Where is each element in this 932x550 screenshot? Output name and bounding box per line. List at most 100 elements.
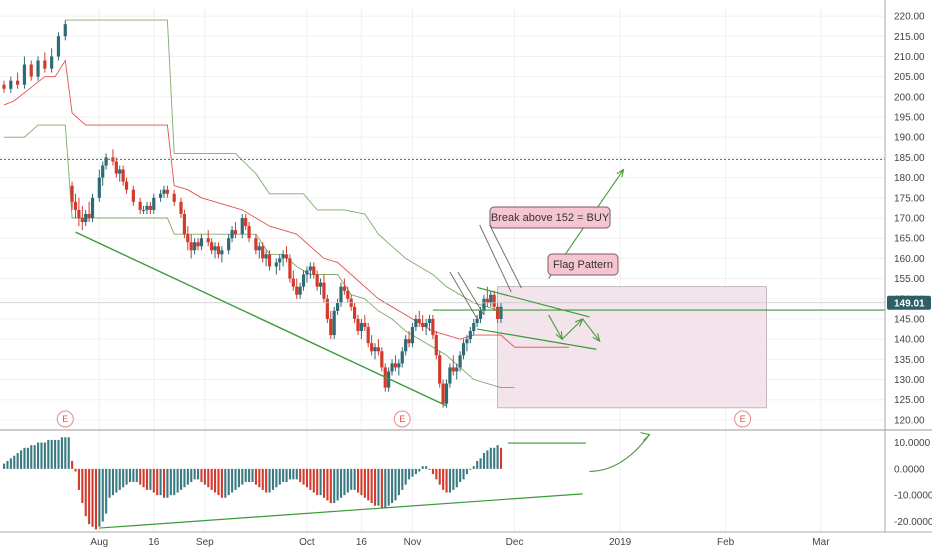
candle — [90, 193, 95, 223]
candle — [179, 197, 183, 218]
candle — [84, 209, 88, 227]
oscillator-bar — [472, 466, 475, 469]
oscillator-bar — [350, 468, 353, 490]
oscillator-tick-label: -10.0000 — [894, 491, 932, 502]
oscillator-bar — [60, 437, 63, 469]
candle-body — [233, 230, 238, 235]
oscillator-bar — [401, 468, 404, 490]
candle-body — [196, 242, 200, 247]
oscillator-bar — [319, 468, 322, 496]
candle — [305, 266, 309, 283]
candle — [315, 270, 319, 291]
candle — [472, 318, 476, 336]
oscillator-bar — [333, 468, 336, 504]
candle-body — [90, 197, 95, 218]
candle — [438, 351, 442, 388]
candle-body — [70, 185, 74, 202]
candle-body — [131, 189, 135, 202]
oscillator-bar — [227, 468, 230, 496]
candle — [492, 290, 496, 311]
earnings-marker-label: E — [740, 414, 746, 424]
time-tick-label: 16 — [148, 537, 160, 548]
candle-body — [281, 254, 285, 259]
candle-body — [199, 238, 204, 247]
candle-body — [332, 310, 336, 336]
oscillator-bar — [316, 468, 319, 496]
candle — [400, 347, 404, 368]
candle-body — [438, 355, 442, 384]
candle — [213, 242, 217, 259]
candle — [114, 157, 118, 178]
oscillator-bar — [394, 468, 397, 501]
candle-body — [390, 363, 394, 372]
oscillator-bar — [186, 468, 189, 485]
candle — [281, 250, 285, 267]
oscillator-bar — [271, 468, 275, 490]
candle — [73, 193, 78, 218]
candle-body — [312, 266, 316, 275]
flag-annotation: Flag Pattern — [547, 253, 619, 276]
earnings-marker: E — [734, 410, 752, 428]
indicator-line-2 — [65, 19, 502, 312]
candle-body — [278, 258, 282, 263]
oscillator-bar — [387, 468, 390, 506]
oscillator-bar — [241, 468, 244, 485]
oscillator-bar — [47, 439, 50, 469]
candle-body — [216, 246, 221, 255]
candle — [458, 351, 462, 372]
oscillator-bar — [384, 468, 387, 509]
candle-body — [455, 367, 459, 372]
proj-arrow-2-shaft — [561, 318, 584, 340]
current-price-tag: 149.01 — [887, 295, 931, 310]
candle — [274, 258, 278, 275]
candle — [397, 359, 401, 376]
candle — [16, 72, 20, 89]
candle-body — [210, 242, 214, 251]
candle-body — [158, 193, 163, 198]
oscillator-bar — [363, 468, 366, 498]
candle-body — [478, 310, 483, 319]
oscillator-bar — [125, 468, 128, 485]
price-tick-label: 185.00 — [894, 153, 925, 164]
oscillator-bar — [166, 468, 169, 498]
oscillator-bar — [353, 468, 356, 490]
oscillator-bar — [476, 460, 479, 469]
candle-body — [138, 201, 142, 210]
candle — [318, 278, 323, 295]
oscillator-bar — [438, 468, 441, 485]
candle-body — [342, 286, 346, 291]
candle — [441, 379, 445, 408]
oscillator-bar — [98, 468, 101, 527]
oscillator-bar — [499, 447, 503, 469]
candle-body — [213, 246, 217, 251]
candle — [370, 335, 374, 356]
break-pointer-a — [479, 224, 512, 293]
candle-body — [431, 318, 435, 336]
osc-projection-curve — [589, 434, 650, 473]
candle — [145, 201, 149, 214]
candle-body — [410, 327, 415, 344]
oscillator-bar — [3, 463, 6, 469]
oscillator-bar — [193, 468, 196, 480]
time-tick-label: Aug — [90, 537, 108, 548]
proj-arrow-3-head — [592, 333, 601, 343]
oscillator-bar — [336, 468, 339, 501]
oscillator-bar — [214, 468, 217, 493]
time-tick-label: Sep — [196, 537, 214, 548]
candle-body — [22, 64, 27, 85]
candle-body — [220, 250, 224, 255]
candle-body — [261, 246, 265, 259]
candle — [230, 226, 234, 243]
candle-body — [186, 234, 190, 243]
candle — [468, 327, 472, 344]
candle-body — [434, 335, 438, 356]
candle — [451, 355, 455, 376]
candle-body — [407, 339, 411, 344]
time-tick-label: Mar — [812, 537, 830, 548]
oscillator-bar — [30, 445, 33, 469]
candle-body — [257, 246, 261, 251]
candle — [329, 310, 333, 340]
oscillator-bar — [418, 468, 421, 472]
oscillator-bar — [105, 468, 108, 514]
